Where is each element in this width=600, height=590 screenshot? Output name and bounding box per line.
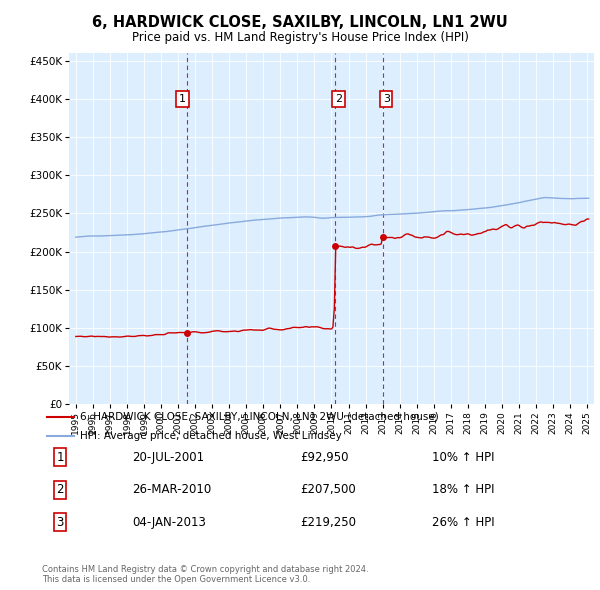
- Text: £92,950: £92,950: [300, 451, 349, 464]
- Text: Contains HM Land Registry data © Crown copyright and database right 2024.
This d: Contains HM Land Registry data © Crown c…: [42, 565, 368, 584]
- Text: Price paid vs. HM Land Registry's House Price Index (HPI): Price paid vs. HM Land Registry's House …: [131, 31, 469, 44]
- Text: £219,250: £219,250: [300, 516, 356, 529]
- Text: 26-MAR-2010: 26-MAR-2010: [132, 483, 211, 496]
- Text: 04-JAN-2013: 04-JAN-2013: [132, 516, 206, 529]
- Text: 6, HARDWICK CLOSE, SAXILBY, LINCOLN, LN1 2WU: 6, HARDWICK CLOSE, SAXILBY, LINCOLN, LN1…: [92, 15, 508, 30]
- Text: 2: 2: [56, 483, 64, 496]
- Text: 1: 1: [179, 94, 186, 104]
- Text: 2: 2: [335, 94, 343, 104]
- Text: 1: 1: [56, 451, 64, 464]
- Text: 3: 3: [56, 516, 64, 529]
- Text: 6, HARDWICK CLOSE, SAXILBY, LINCOLN, LN1 2WU (detached house): 6, HARDWICK CLOSE, SAXILBY, LINCOLN, LN1…: [80, 412, 439, 422]
- Text: HPI: Average price, detached house, West Lindsey: HPI: Average price, detached house, West…: [80, 431, 341, 441]
- Text: 18% ↑ HPI: 18% ↑ HPI: [432, 483, 494, 496]
- Text: 20-JUL-2001: 20-JUL-2001: [132, 451, 204, 464]
- Text: 10% ↑ HPI: 10% ↑ HPI: [432, 451, 494, 464]
- Text: £207,500: £207,500: [300, 483, 356, 496]
- Text: 3: 3: [383, 94, 390, 104]
- Text: 26% ↑ HPI: 26% ↑ HPI: [432, 516, 494, 529]
